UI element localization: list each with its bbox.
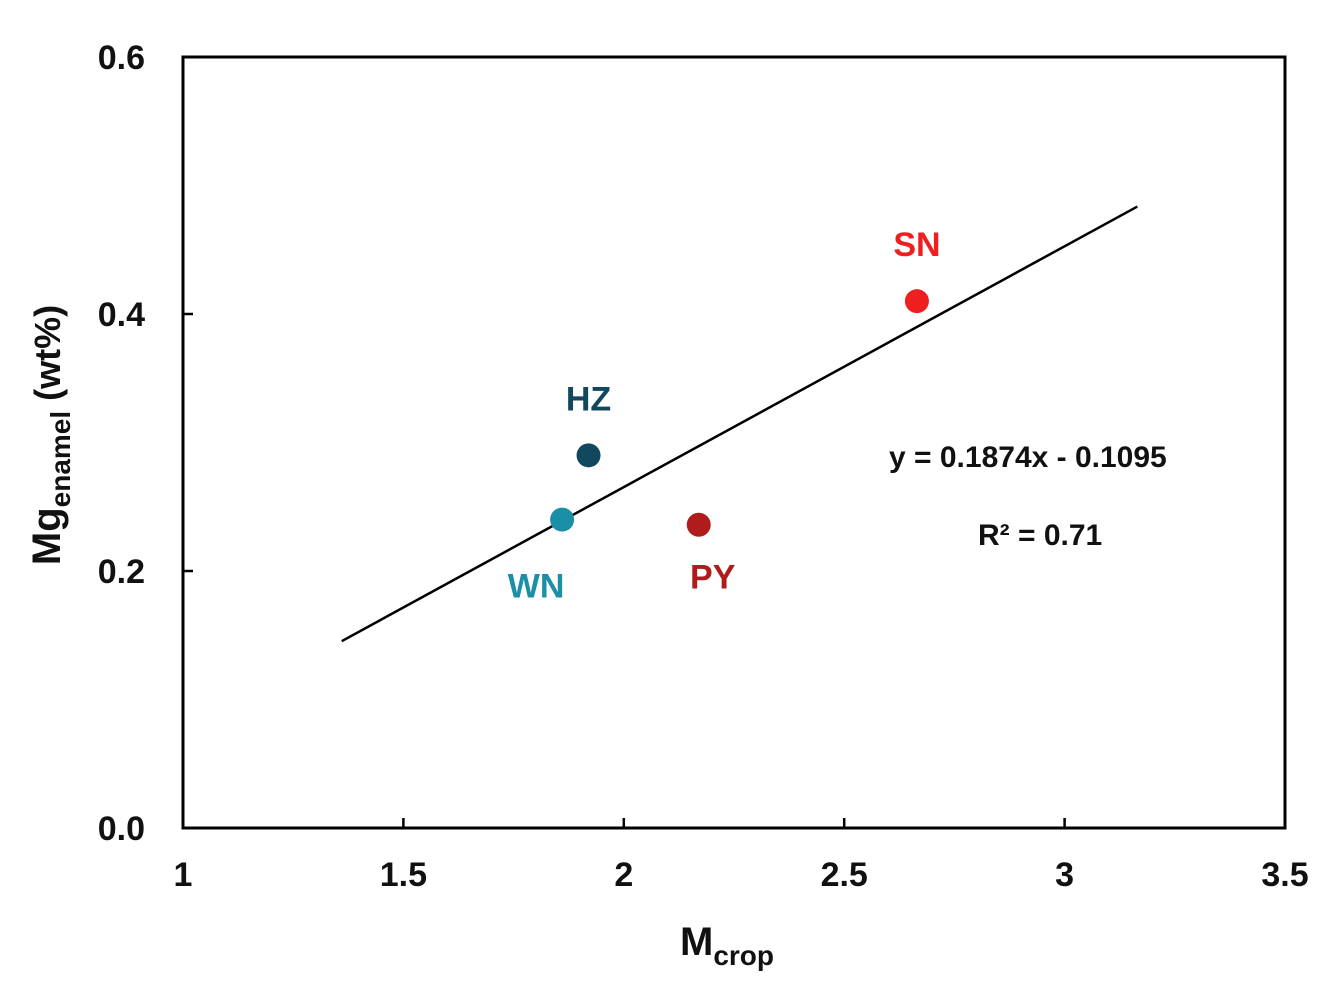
point-label-py: PY bbox=[690, 559, 736, 597]
x-axis-title: Mcrop bbox=[680, 920, 774, 971]
point-sn bbox=[904, 289, 929, 314]
point-label-hz: HZ bbox=[566, 380, 611, 418]
x-tick-label: 3 bbox=[1055, 856, 1074, 894]
r-squared: R² = 0.71 bbox=[978, 519, 1102, 552]
point-label-sn: SN bbox=[893, 226, 940, 264]
x-axis-title-main: M bbox=[680, 920, 713, 964]
trendline-group bbox=[341, 205, 1138, 643]
y-axis-title-unit: (wt%) bbox=[27, 305, 68, 411]
x-tick-label: 1 bbox=[174, 856, 193, 894]
y-tick-label: 0.6 bbox=[98, 39, 145, 77]
y-tick-label: 0.2 bbox=[98, 553, 145, 591]
regression-equation: y = 0.1874x - 0.1095 bbox=[889, 441, 1167, 474]
y-tick-label: 0.0 bbox=[98, 810, 145, 848]
data-points bbox=[550, 289, 929, 537]
plot-frame bbox=[181, 55, 1287, 830]
x-axis-ticks: 1 1.5 2 2.5 3 3.5 bbox=[174, 818, 1309, 894]
y-tick-label: 0.4 bbox=[98, 296, 145, 334]
point-py bbox=[686, 512, 711, 537]
x-axis-title-sub: crop bbox=[713, 940, 774, 971]
trendline bbox=[341, 205, 1138, 643]
point-label-wn: WN bbox=[508, 568, 565, 606]
y-axis-title-main: Mg bbox=[25, 507, 69, 565]
y-axis-title-sub: enamel bbox=[45, 411, 76, 508]
x-tick-label: 1.5 bbox=[380, 856, 427, 894]
point-wn bbox=[550, 507, 575, 532]
y-axis-title: Mgenamel (wt%) bbox=[25, 305, 76, 565]
point-hz bbox=[576, 443, 601, 468]
x-tick-label: 2.5 bbox=[821, 856, 868, 894]
point-labels: HZ WN PY SN bbox=[508, 226, 941, 605]
y-axis-ticks: 0.0 0.2 0.4 0.6 bbox=[98, 39, 193, 848]
x-tick-label: 2 bbox=[614, 856, 633, 894]
x-tick-label: 3.5 bbox=[1261, 856, 1308, 894]
